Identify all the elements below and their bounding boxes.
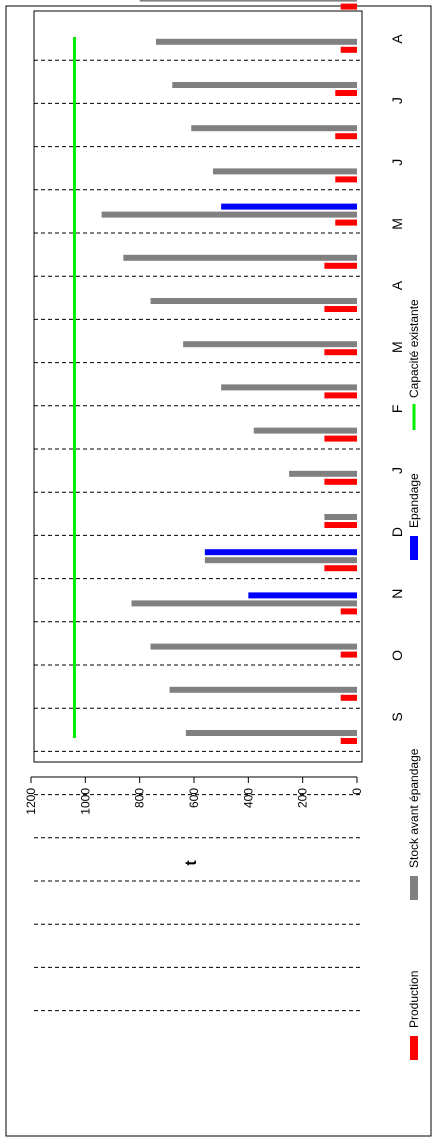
production-bar	[324, 435, 357, 442]
value-tick-label: 600	[187, 788, 201, 808]
month-label: M	[389, 218, 405, 230]
stock-bar	[289, 470, 357, 477]
month-label: S	[389, 712, 405, 721]
production-bar	[335, 90, 357, 96]
stock-bar	[183, 341, 357, 348]
stock-bar	[150, 298, 357, 304]
stock-bar	[213, 168, 357, 175]
production-bar	[340, 3, 357, 10]
production-bar	[335, 176, 357, 183]
stock-bar	[131, 600, 357, 607]
production-bar	[324, 522, 357, 528]
stock-bar	[221, 384, 357, 391]
legend-label: Stock avant épandage	[407, 748, 421, 868]
stock-bar	[139, 0, 357, 2]
legend-swatch	[410, 536, 418, 560]
production-bar	[340, 608, 357, 615]
production-bar	[340, 694, 357, 701]
month-label: J	[389, 467, 405, 474]
value-tick-label: 200	[296, 788, 310, 808]
month-label: A	[389, 280, 405, 290]
value-tick-label: 0	[350, 788, 364, 795]
month-label: D	[389, 527, 405, 537]
legend-swatch	[410, 1036, 418, 1060]
epandage-bar	[221, 203, 357, 210]
epandage-bar	[248, 592, 357, 599]
production-bar	[324, 565, 357, 572]
plot-border	[33, 10, 363, 763]
production-bar	[335, 133, 357, 140]
legend-label: Production	[407, 971, 421, 1028]
outer-frame	[5, 5, 432, 1137]
value-tick-label: 800	[133, 788, 147, 808]
production-bar	[340, 46, 357, 53]
stock-bar	[150, 643, 357, 650]
legend-label: Capacité existante	[407, 299, 421, 398]
legend-label: Epandage	[407, 473, 421, 528]
stock-bar	[169, 686, 357, 693]
production-bar	[324, 478, 357, 485]
month-label: J	[389, 97, 405, 104]
value-tick-label: 1200	[24, 788, 38, 815]
month-label: F	[389, 405, 405, 414]
month-label: A	[389, 34, 405, 44]
production-bar	[324, 262, 357, 269]
production-bar	[335, 219, 357, 226]
month-label: M	[389, 341, 405, 353]
value-axis-title: t	[183, 860, 200, 866]
stock-bar	[172, 82, 357, 88]
stock-bar	[123, 254, 357, 261]
month-label: N	[389, 589, 405, 599]
month-label: O	[389, 650, 405, 661]
stock-bar	[204, 557, 357, 564]
legend-swatch	[410, 876, 418, 900]
production-bar	[324, 306, 357, 312]
stock-bar	[155, 38, 357, 45]
production-bar	[324, 349, 357, 356]
stock-bar	[191, 125, 357, 132]
stock-bar	[185, 730, 357, 736]
value-tick-label: 1000	[78, 788, 92, 815]
production-bar	[340, 738, 357, 744]
epandage-bar	[204, 549, 357, 556]
production-bar	[340, 651, 357, 658]
production-bar	[324, 392, 357, 399]
month-label: J	[389, 159, 405, 166]
stock-bar	[253, 427, 357, 434]
stock-bar	[324, 514, 357, 520]
stock-bar	[101, 211, 357, 218]
value-tick-label: 400	[241, 788, 255, 808]
